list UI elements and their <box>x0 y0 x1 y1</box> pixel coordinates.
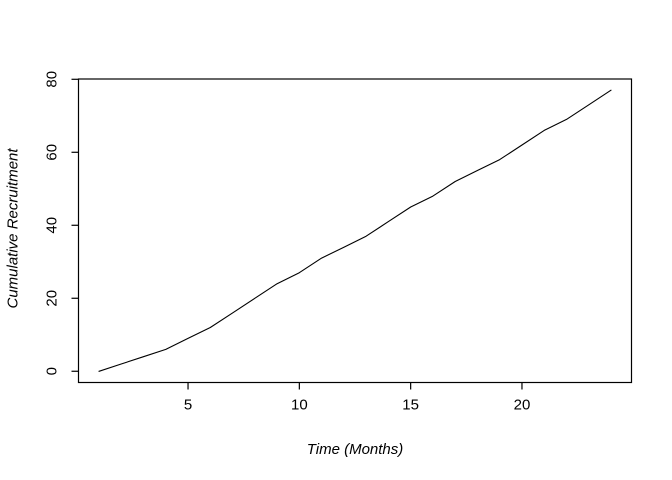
x-tick-label: 20 <box>514 397 531 414</box>
y-axis-label: Cumulative Recruitment <box>4 148 22 309</box>
y-tick-label: 60 <box>44 144 61 161</box>
x-tick-label: 15 <box>402 397 419 414</box>
y-tick-label: 40 <box>44 217 61 234</box>
plot-box <box>77 78 633 384</box>
x-tick-label: 10 <box>291 397 308 414</box>
y-tick-label: 0 <box>44 367 61 375</box>
y-tick-label: 80 <box>44 71 61 88</box>
x-tick-label: 5 <box>184 397 192 414</box>
y-tick-label: 20 <box>44 290 61 307</box>
x-axis-label: Time (Months) <box>306 441 404 458</box>
recruitment-line <box>98 89 612 372</box>
